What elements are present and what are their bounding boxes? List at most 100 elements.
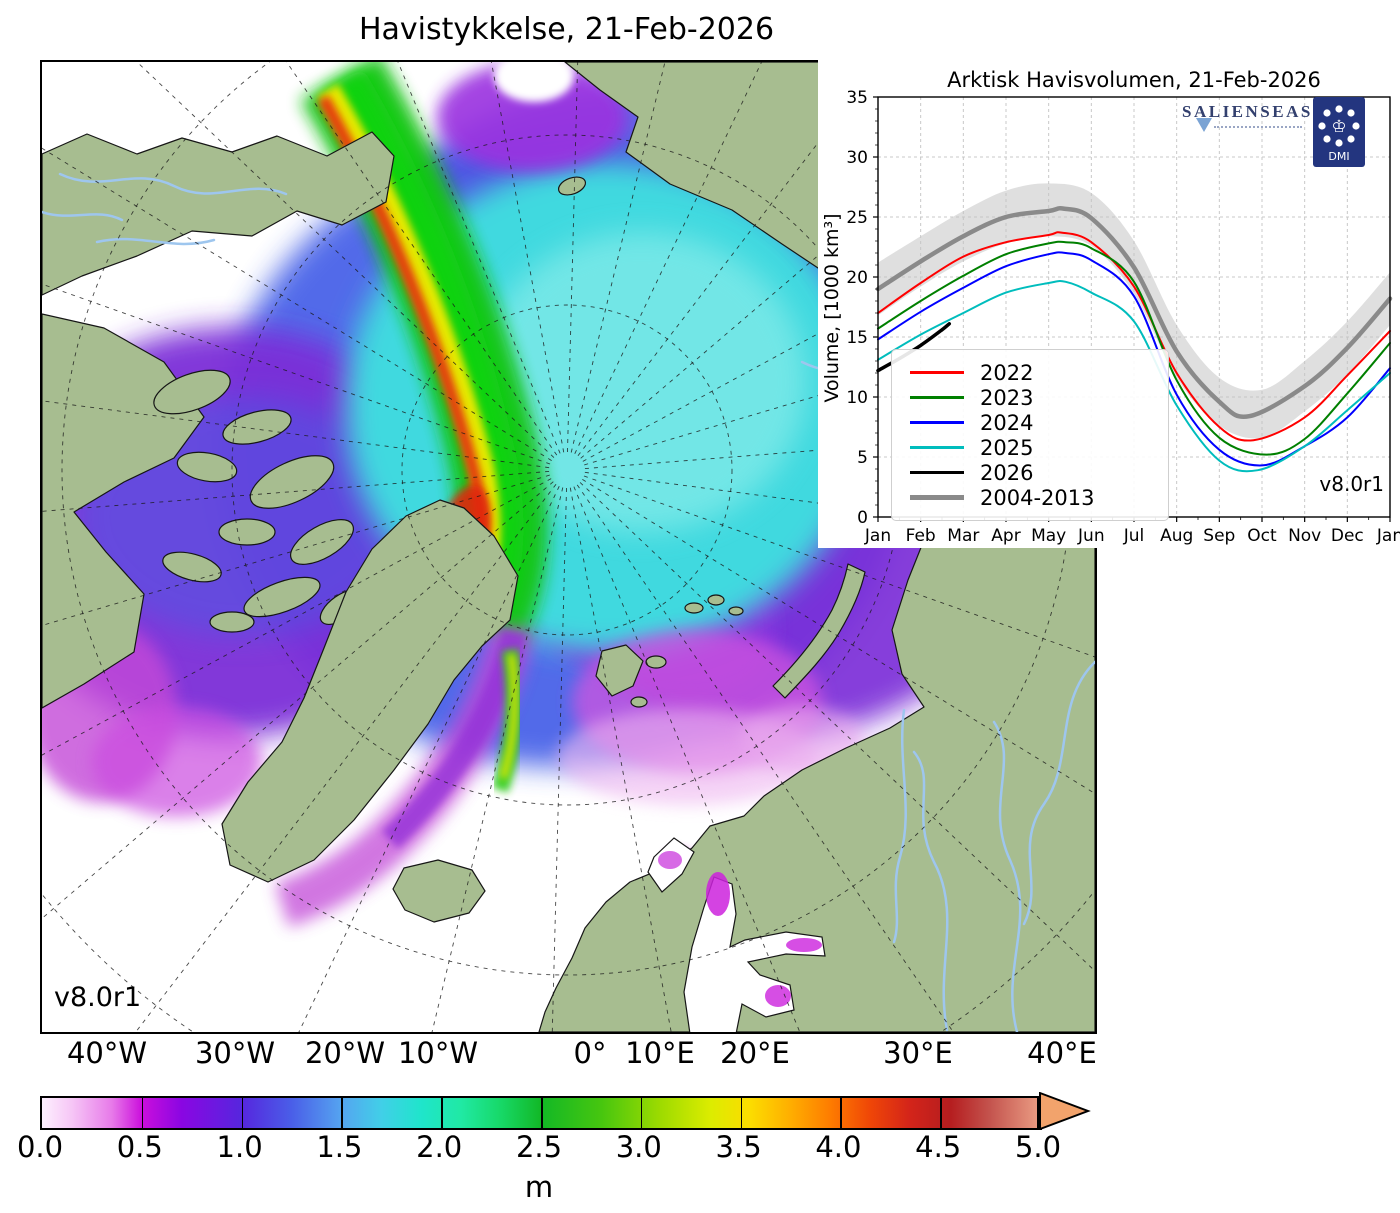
chart-title: Arktisk Havisvolumen, 21-Feb-2026 — [947, 68, 1321, 92]
ice-volume-inset-chart: Arktisk Havisvolumen, 21-Feb-2026 Volume… — [818, 60, 1400, 548]
lon-label: 20°W — [304, 1036, 386, 1070]
colorbar-tick-labels: 0.0 0.5 1.0 1.5 2.0 2.5 3.0 3.5 4.0 4.5 5.0 — [17, 1130, 1140, 1166]
legend-label: 2025 — [980, 435, 1034, 460]
land-iceland — [392, 859, 486, 923]
series-2022 — [877, 231, 1391, 442]
colorbar-tick-label: 1.0 — [216, 1130, 263, 1164]
x-tick-label: Nov — [1288, 526, 1321, 546]
lon-label: 20°E — [720, 1036, 790, 1070]
salienseas-logo: SALIENSEAS — [1182, 102, 1313, 121]
colorbar-tick — [541, 1098, 543, 1128]
legend-line-swatch — [910, 371, 964, 374]
x-tick-label: Mar — [947, 526, 979, 546]
x-tick-label: Jun — [1077, 526, 1105, 546]
colorbar-unit-label: m — [524, 1170, 554, 1204]
lon-label: 40°E — [1027, 1036, 1097, 1070]
colorbar-tick-label: 1.5 — [316, 1130, 363, 1164]
series-2023 — [877, 240, 1391, 456]
lon-label: 30°W — [194, 1036, 276, 1070]
legend-entry: 2004-2013 — [910, 485, 1168, 510]
crown-icon: ♔ — [1331, 117, 1346, 137]
land-novaya-zemlya — [772, 563, 866, 699]
map-version-label: v8.0r1 — [54, 982, 142, 1013]
x-tick-label: Jul — [1123, 526, 1145, 546]
x-tick-label: May — [1031, 526, 1066, 546]
colorbar-tick — [940, 1098, 942, 1128]
lon-label: 40°W — [66, 1036, 148, 1070]
land-svalbard — [595, 644, 644, 697]
lon-label: 10°E — [625, 1036, 695, 1070]
colorbar-tick — [640, 1098, 643, 1128]
colorbar-tick — [241, 1098, 244, 1128]
colorbar-tick-label: 3.0 — [615, 1130, 662, 1164]
colorbar-tick-label: 3.5 — [715, 1130, 762, 1164]
colorbar-tick-label: 2.0 — [416, 1130, 463, 1164]
legend-line-swatch — [910, 421, 964, 424]
chart-plot: Jan Feb Mar Apr May Jun Jul Aug Sep Oct Nov Dec Jan0… — [846, 88, 1400, 546]
chart-legend: 2022 2023 2024 2025 2026 2004-2013 — [891, 349, 1169, 521]
x-tick-label: Dec — [1331, 526, 1364, 546]
colorbar-tick-label: 4.5 — [915, 1130, 962, 1164]
lon-label: 0° — [573, 1036, 607, 1070]
legend-label: 2022 — [980, 360, 1034, 385]
legend-label: 2023 — [980, 385, 1034, 410]
legend-line-swatch — [910, 446, 964, 449]
y-tick-label: 25 — [846, 208, 868, 228]
inland-sea-ice — [658, 851, 822, 1007]
legend-line-swatch — [910, 495, 964, 500]
series-2004-2013 — [875, 206, 1393, 420]
x-tick-label: Jan — [1376, 526, 1400, 546]
x-tick-label: Aug — [1160, 526, 1193, 546]
longitude-axis: 40°W 30°W 20°W 10°W 0° 10°E 20°E 30°E 40°E — [40, 1036, 1097, 1070]
y-tick-label: 20 — [846, 268, 868, 288]
legend-entry: 2025 — [910, 435, 1168, 460]
dmi-logo-dots — [1318, 105, 1360, 147]
colorbar-tick — [1037, 1098, 1039, 1128]
colorbar-tick-label: 5.0 — [1014, 1130, 1062, 1164]
lon-label: 30°E — [883, 1036, 953, 1070]
lon-label: 10°W — [397, 1036, 479, 1070]
colorbar-tick — [341, 1098, 343, 1128]
colorbar-tick — [740, 1098, 743, 1128]
legend-line-swatch — [910, 470, 964, 475]
y-tick-label: 30 — [846, 148, 868, 168]
x-tick-label: Sep — [1203, 526, 1235, 546]
colorbar-tick-label: 4.0 — [815, 1130, 862, 1164]
colorbar-overflow-arrow — [1039, 1092, 1091, 1130]
thickness-colorbar — [40, 1096, 1042, 1130]
legend-entry: 2026 — [910, 460, 1168, 485]
land-alaska — [41, 131, 395, 296]
chart-version-label: v8.0r1 — [1319, 472, 1384, 496]
legend-entry: 2022 — [910, 360, 1168, 385]
colorbar-tick — [840, 1098, 842, 1128]
salienseas-sail-icon — [1196, 118, 1212, 132]
colorbar-tick — [141, 1098, 144, 1128]
y-tick-label: 15 — [846, 328, 868, 348]
page-title: Havistykkelse, 21-Feb-2026 — [358, 12, 775, 47]
x-tick-label: Oct — [1247, 526, 1277, 546]
legend-label: 2026 — [980, 460, 1034, 485]
x-tick-label: Jan — [864, 526, 891, 546]
land-greenland — [221, 499, 519, 883]
colorbar-tick-label: 0.0 — [16, 1130, 64, 1164]
y-tick-label: 5 — [857, 448, 868, 468]
series-2025 — [877, 280, 1391, 473]
legend-entry: 2024 — [910, 410, 1168, 435]
colorbar-tick-label: 2.5 — [515, 1130, 563, 1164]
legend-label: 2024 — [980, 410, 1034, 435]
y-tick-label: 0 — [857, 508, 868, 528]
dmi-logo: ♔ DMI — [1313, 97, 1365, 167]
colorbar-tick — [441, 1098, 443, 1128]
colorbar-tick-label: 0.5 — [116, 1130, 163, 1164]
land-wrangel-island — [557, 176, 587, 196]
salienseas-tagline — [1214, 126, 1302, 128]
y-tick-label: 35 — [846, 88, 868, 108]
legend-line-swatch — [910, 396, 964, 399]
x-tick-label: Apr — [991, 526, 1020, 546]
y-tick-label: 10 — [846, 388, 868, 408]
x-tick-label: Feb — [906, 526, 936, 546]
legend-label: 2004-2013 — [980, 485, 1095, 510]
